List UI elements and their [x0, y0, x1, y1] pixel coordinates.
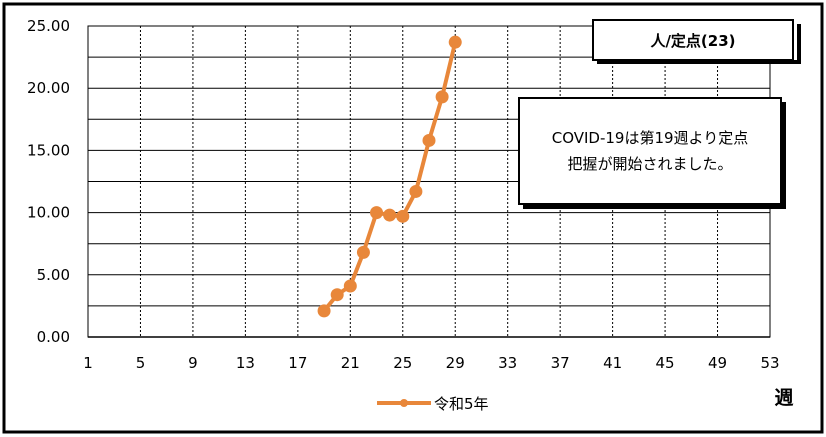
x-tick-label: 37	[551, 354, 570, 372]
data-point	[383, 208, 397, 222]
note-box: COVID-19は第19週より定点 把握が開始されました。	[518, 97, 786, 209]
data-point	[343, 279, 357, 293]
y-axis-ticks: 0.00 5.00 10.00 15.00 20.00 25.00	[27, 17, 70, 346]
x-tick-label: 5	[136, 354, 146, 372]
x-tick-label: 1	[83, 354, 93, 372]
x-axis-ticks: 1 5 9 13 17 21 25 29 33 37 41 45 49 53	[83, 354, 779, 372]
y-tick-label: 5.00	[37, 266, 70, 284]
note-line-2: 把握が開始されました。	[567, 155, 732, 173]
data-point	[435, 90, 449, 104]
x-tick-label: 21	[341, 354, 360, 372]
y-tick-label: 0.00	[37, 328, 70, 346]
data-point	[317, 304, 331, 318]
y-tick-label: 10.00	[27, 204, 70, 222]
x-tick-label: 25	[393, 354, 412, 372]
x-tick-label: 17	[288, 354, 307, 372]
data-point	[448, 35, 462, 49]
legend-marker	[400, 399, 408, 407]
x-tick-label: 49	[708, 354, 727, 372]
unit-label: 人/定点(23)	[650, 32, 735, 50]
x-tick-label: 41	[603, 354, 622, 372]
legend: 令和5年	[377, 395, 489, 413]
x-tick-label: 33	[498, 354, 517, 372]
x-tick-label: 53	[760, 354, 779, 372]
data-point	[356, 245, 370, 259]
data-point	[396, 209, 410, 223]
y-tick-label: 15.00	[27, 141, 70, 159]
data-point	[370, 206, 384, 220]
x-tick-label: 29	[446, 354, 465, 372]
note-line-1: COVID-19は第19週より定点	[552, 129, 749, 147]
data-point	[422, 133, 436, 147]
y-tick-label: 20.00	[27, 79, 70, 97]
data-point	[409, 184, 423, 198]
x-tick-label: 45	[656, 354, 675, 372]
data-point	[330, 288, 344, 302]
y-tick-label: 25.00	[27, 17, 70, 35]
series-layer	[317, 35, 462, 318]
x-tick-label: 9	[188, 354, 198, 372]
x-axis-label: 週	[774, 387, 793, 409]
x-tick-label: 13	[236, 354, 255, 372]
legend-label: 令和5年	[434, 395, 489, 413]
unit-label-box: 人/定点(23)	[592, 19, 801, 64]
